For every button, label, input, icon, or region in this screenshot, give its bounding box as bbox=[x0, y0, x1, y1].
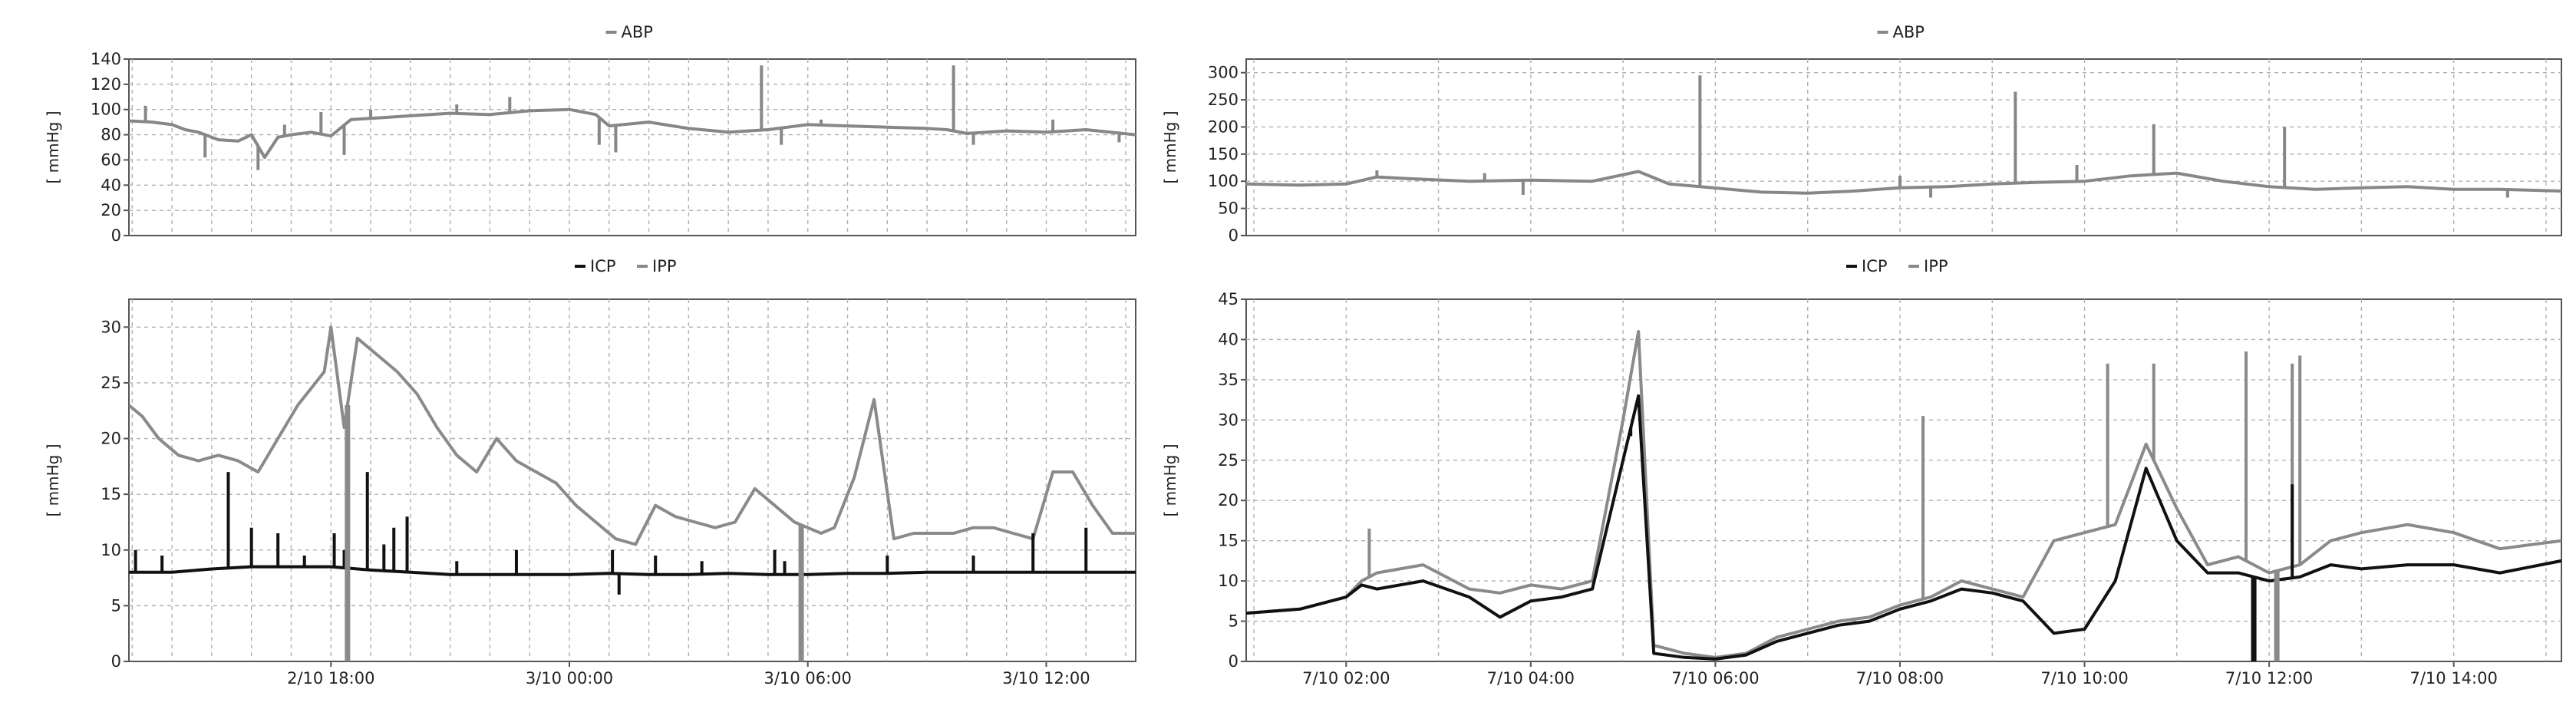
plot-layer bbox=[1246, 75, 2561, 198]
plot-area bbox=[1245, 298, 2562, 662]
plot-layer bbox=[129, 65, 1136, 170]
y-tick-label: 100 bbox=[91, 101, 121, 119]
x-tick-label: 7/10 10:00 bbox=[2040, 669, 2128, 688]
y-tick-label: 250 bbox=[1208, 91, 1239, 109]
y-tick-label: 45 bbox=[1218, 290, 1239, 308]
y-axis-label: [ mmHg ] bbox=[1161, 110, 1179, 183]
chart-right-icp-ipp: 0 5 10 15 20 25 30 35 40 45 7/10 02:00 7/10 04:00 7/… bbox=[1161, 257, 2562, 688]
y-tick-label: 50 bbox=[1218, 200, 1239, 218]
y-tick-label: 150 bbox=[1208, 145, 1239, 163]
y-tick-label: 5 bbox=[1229, 612, 1239, 631]
y-tick-label: 10 bbox=[1218, 572, 1239, 590]
y-tick-label: 30 bbox=[1218, 411, 1239, 429]
legend-label-ipp: IPP bbox=[1924, 257, 1948, 275]
series-line-abp bbox=[129, 107, 1136, 160]
legend-label-icp: ICP bbox=[1862, 257, 1888, 275]
y-tick-label: 10 bbox=[101, 541, 121, 559]
x-tick-label: 2/10 18:00 bbox=[287, 669, 374, 688]
plot-area bbox=[128, 58, 1136, 236]
legend-label-abp: ABP bbox=[622, 23, 653, 41]
y-axis-label: [ mmHg ] bbox=[44, 110, 62, 183]
series-line-icp bbox=[129, 565, 1136, 576]
y-tick-label: 40 bbox=[1218, 330, 1239, 348]
chart-right-abp: 0 50 100 150 200 250 300 [ mmHg ] ABP bbox=[1161, 23, 2562, 245]
x-tick-label: 7/10 14:00 bbox=[2409, 669, 2497, 688]
series-line-ipp bbox=[1246, 330, 2561, 659]
plot-layer bbox=[1246, 330, 2561, 661]
x-tick-label: 7/10 12:00 bbox=[2225, 669, 2313, 688]
y-tick-label: 140 bbox=[91, 50, 121, 68]
x-tick-label: 3/10 12:00 bbox=[1002, 669, 1090, 688]
x-tick-label: 7/10 04:00 bbox=[1487, 669, 1575, 688]
y-tick-label: 0 bbox=[1229, 652, 1239, 671]
plot-area bbox=[1245, 58, 2562, 236]
y-tick-label: 5 bbox=[111, 596, 121, 615]
y-tick-label: 40 bbox=[101, 176, 121, 194]
y-tick-label: 80 bbox=[101, 126, 121, 144]
y-tick-label: 25 bbox=[101, 374, 121, 392]
y-axis-label: [ mmHg ] bbox=[1161, 444, 1179, 516]
x-tick-label: 7/10 08:00 bbox=[1856, 669, 1944, 688]
y-tick-label: 20 bbox=[101, 430, 121, 448]
x-tick-label: 3/10 06:00 bbox=[764, 669, 852, 688]
x-tick-label: 7/10 06:00 bbox=[1671, 669, 1759, 688]
chart-left-icp-ipp: 0 5 10 15 20 25 30 2/10 18:00 3/10 00:00 3/10 06:… bbox=[44, 257, 1136, 688]
y-tick-label: 200 bbox=[1208, 117, 1239, 136]
x-tick-label: 7/10 02:00 bbox=[1302, 669, 1390, 688]
chart-left-abp: 0 20 40 60 80 100 120 140 [ mmHg ] ABP bbox=[44, 23, 1136, 245]
y-tick-label: 100 bbox=[1208, 172, 1239, 190]
y-tick-label: 20 bbox=[101, 201, 121, 219]
y-tick-label: 300 bbox=[1208, 64, 1239, 82]
y-tick-label: 35 bbox=[1218, 371, 1239, 389]
legend-label-ipp: IPP bbox=[652, 257, 677, 275]
plot-layer bbox=[129, 325, 1136, 661]
legend-label-abp: ABP bbox=[1893, 23, 1925, 41]
y-tick-label: 120 bbox=[91, 75, 121, 94]
series-line-ipp bbox=[129, 325, 1136, 546]
y-tick-label: 20 bbox=[1218, 491, 1239, 509]
y-tick-label: 25 bbox=[1218, 451, 1239, 470]
y-tick-label: 0 bbox=[1229, 226, 1239, 245]
y-tick-label: 0 bbox=[111, 652, 121, 671]
y-tick-label: 0 bbox=[111, 226, 121, 245]
x-tick-label: 3/10 00:00 bbox=[526, 669, 613, 688]
y-tick-label: 30 bbox=[101, 318, 121, 336]
y-tick-label: 15 bbox=[1218, 532, 1239, 550]
y-axis-label: [ mmHg ] bbox=[44, 444, 62, 516]
plot-area bbox=[128, 298, 1136, 662]
y-tick-label: 15 bbox=[101, 485, 121, 503]
y-tick-label: 60 bbox=[101, 150, 121, 169]
legend-label-icp: ICP bbox=[590, 257, 616, 275]
